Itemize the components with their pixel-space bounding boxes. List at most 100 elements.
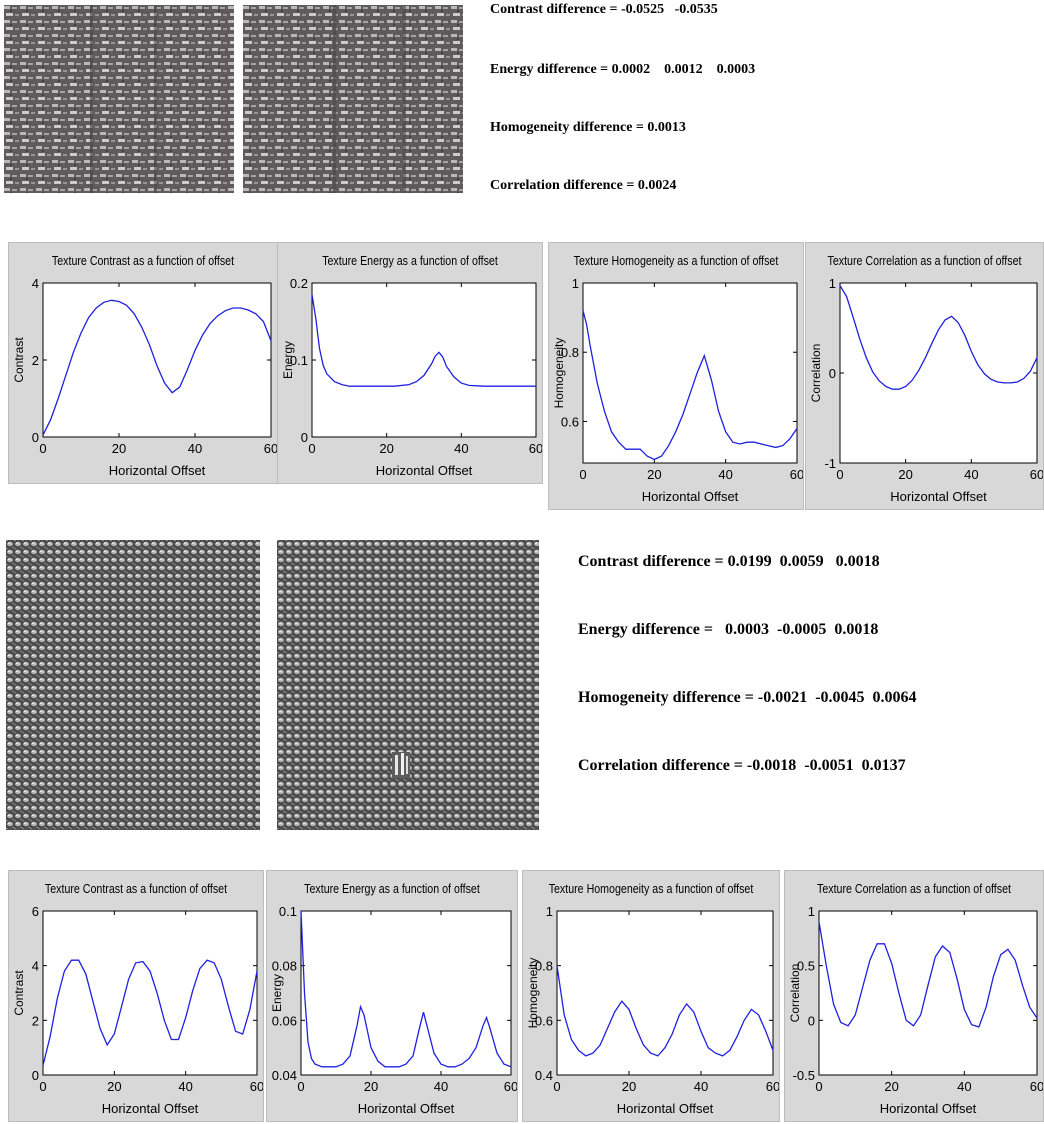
y-tick-label: 0 bbox=[808, 1013, 815, 1028]
x-tick-label: 0 bbox=[553, 1079, 560, 1094]
y-tick-label: -1 bbox=[824, 456, 836, 471]
stat-row: Homogeneity difference = -0.0021 -0.0045… bbox=[578, 689, 917, 706]
chart-svg: Texture Homogeneity as a function of off… bbox=[552, 253, 803, 504]
chart-title: Texture Contrast as a function of offset bbox=[52, 253, 235, 268]
x-tick-label: 60 bbox=[529, 441, 542, 456]
x-axis-label: Horizontal Offset bbox=[617, 1101, 714, 1116]
chart-svg: Texture Energy as a function of offset 0 2… bbox=[270, 881, 517, 1116]
plot-area bbox=[556, 910, 774, 1076]
x-tick-label: 20 bbox=[364, 1079, 378, 1094]
chart-title: Texture Contrast as a function of offset bbox=[45, 881, 228, 896]
y-tick-label: 4 bbox=[32, 959, 39, 974]
stat-row: Correlation difference = 0.0024 bbox=[490, 178, 677, 193]
plot-area bbox=[42, 282, 272, 438]
x-tick-label: 60 bbox=[264, 441, 277, 456]
chart-panel: Texture Energy as a function of offset 0 2… bbox=[266, 870, 518, 1122]
x-tick-label: 40 bbox=[957, 1079, 971, 1094]
y-tick-label: 0.5 bbox=[797, 959, 815, 974]
chart-panel: Texture Homogeneity as a function of off… bbox=[522, 870, 780, 1122]
chart-svg: Texture Contrast as a function of offset… bbox=[12, 253, 277, 478]
x-axis-label: Horizontal Offset bbox=[376, 463, 473, 478]
series-line bbox=[582, 310, 798, 461]
x-tick-label: 0 bbox=[815, 1079, 822, 1094]
chart-title: Texture Energy as a function of offset bbox=[304, 881, 480, 896]
plot-area bbox=[839, 282, 1038, 464]
x-tick-label: 60 bbox=[1030, 467, 1043, 482]
y-tick-label: 1 bbox=[808, 904, 815, 919]
x-tick-label: 60 bbox=[790, 467, 803, 482]
x-tick-label: 0 bbox=[836, 467, 843, 482]
chart-panel: Texture Contrast as a function of offset… bbox=[8, 242, 278, 484]
series-line bbox=[42, 299, 272, 436]
y-axis-label: Energy bbox=[281, 341, 295, 379]
x-tick-label: 20 bbox=[884, 1079, 898, 1094]
chart-panel: Texture Energy as a function of offset 0 2… bbox=[277, 242, 543, 484]
x-axis-label: Horizontal Offset bbox=[880, 1101, 977, 1116]
stat-row: Correlation difference = -0.0018 -0.0051… bbox=[578, 757, 906, 774]
x-tick-label: 20 bbox=[647, 467, 661, 482]
y-tick-label: 0.1 bbox=[290, 353, 308, 368]
chart-svg: Texture Homogeneity as a function of off… bbox=[526, 881, 779, 1116]
x-tick-label: 40 bbox=[964, 467, 978, 482]
plot-area bbox=[311, 282, 537, 438]
y-tick-label: 0.8 bbox=[561, 345, 579, 360]
x-tick-label: 40 bbox=[434, 1079, 448, 1094]
y-tick-label: 1 bbox=[829, 276, 836, 291]
x-tick-label: 40 bbox=[178, 1079, 192, 1094]
chart-title: Texture Energy as a function of offset bbox=[322, 253, 498, 268]
fabric-texture-2-test bbox=[277, 540, 539, 830]
chart-svg: Texture Contrast as a function of offset… bbox=[12, 881, 263, 1116]
x-tick-label: 40 bbox=[454, 441, 468, 456]
x-tick-label: 60 bbox=[250, 1079, 263, 1094]
y-tick-label: 6 bbox=[32, 904, 39, 919]
series-line bbox=[42, 959, 258, 1066]
chart-panel: Texture Homogeneity as a function of off… bbox=[548, 242, 804, 510]
y-axis-label: Contrast bbox=[12, 970, 26, 1016]
y-axis-label: Homogeneity bbox=[526, 958, 540, 1029]
y-tick-label: 0.04 bbox=[272, 1068, 297, 1083]
y-axis-label: Correlation bbox=[809, 344, 823, 403]
x-tick-label: 0 bbox=[579, 467, 586, 482]
stat-row: Contrast difference = 0.0199 0.0059 0.00… bbox=[578, 553, 880, 570]
y-tick-label: 0.6 bbox=[535, 1013, 553, 1028]
chart-title: Texture Homogeneity as a function of off… bbox=[549, 881, 754, 896]
x-tick-label: 20 bbox=[898, 467, 912, 482]
x-tick-label: 0 bbox=[39, 1079, 46, 1094]
fabric-texture-1-test bbox=[243, 5, 463, 193]
x-tick-label: 40 bbox=[188, 441, 202, 456]
x-tick-label: 20 bbox=[622, 1079, 636, 1094]
series-line bbox=[311, 294, 536, 387]
y-axis-label: Contrast bbox=[12, 337, 26, 383]
chart-svg: Texture Correlation as a function of off… bbox=[809, 253, 1043, 504]
y-tick-label: 0 bbox=[829, 366, 836, 381]
stat-row: Contrast difference = -0.0525 -0.0535 bbox=[490, 2, 718, 17]
chart-title: Texture Correlation as a function of off… bbox=[817, 881, 1012, 896]
y-tick-label: 0 bbox=[301, 430, 308, 445]
x-axis-label: Horizontal Offset bbox=[109, 463, 206, 478]
y-tick-label: 0 bbox=[32, 430, 39, 445]
y-tick-label: 1 bbox=[572, 276, 579, 291]
x-tick-label: 20 bbox=[379, 441, 393, 456]
y-tick-label: 2 bbox=[32, 1013, 39, 1028]
chart-panel: Texture Contrast as a function of offset… bbox=[8, 870, 264, 1122]
y-tick-label: 0.08 bbox=[272, 959, 297, 974]
y-axis-label: Correlation bbox=[788, 964, 802, 1023]
y-tick-label: 0.1 bbox=[279, 904, 297, 919]
fabric-texture-1-reference bbox=[4, 5, 234, 193]
x-axis-label: Horizontal Offset bbox=[102, 1101, 199, 1116]
x-tick-label: 40 bbox=[694, 1079, 708, 1094]
x-tick-label: 20 bbox=[107, 1079, 121, 1094]
x-tick-label: 0 bbox=[308, 441, 315, 456]
plot-area bbox=[300, 910, 512, 1076]
plot-area bbox=[818, 910, 1038, 1076]
x-tick-label: 20 bbox=[112, 441, 126, 456]
series-line bbox=[818, 921, 1038, 1028]
plot-area bbox=[582, 282, 798, 464]
y-tick-label: 0.4 bbox=[535, 1068, 553, 1083]
y-tick-label: 1 bbox=[546, 904, 553, 919]
chart-svg: Texture Energy as a function of offset 0 2… bbox=[281, 253, 542, 478]
y-tick-label: 0.06 bbox=[272, 1013, 297, 1028]
y-tick-label: 0.8 bbox=[535, 959, 553, 974]
stat-row: Homogeneity difference = 0.0013 bbox=[490, 120, 686, 135]
x-tick-label: 60 bbox=[766, 1079, 779, 1094]
